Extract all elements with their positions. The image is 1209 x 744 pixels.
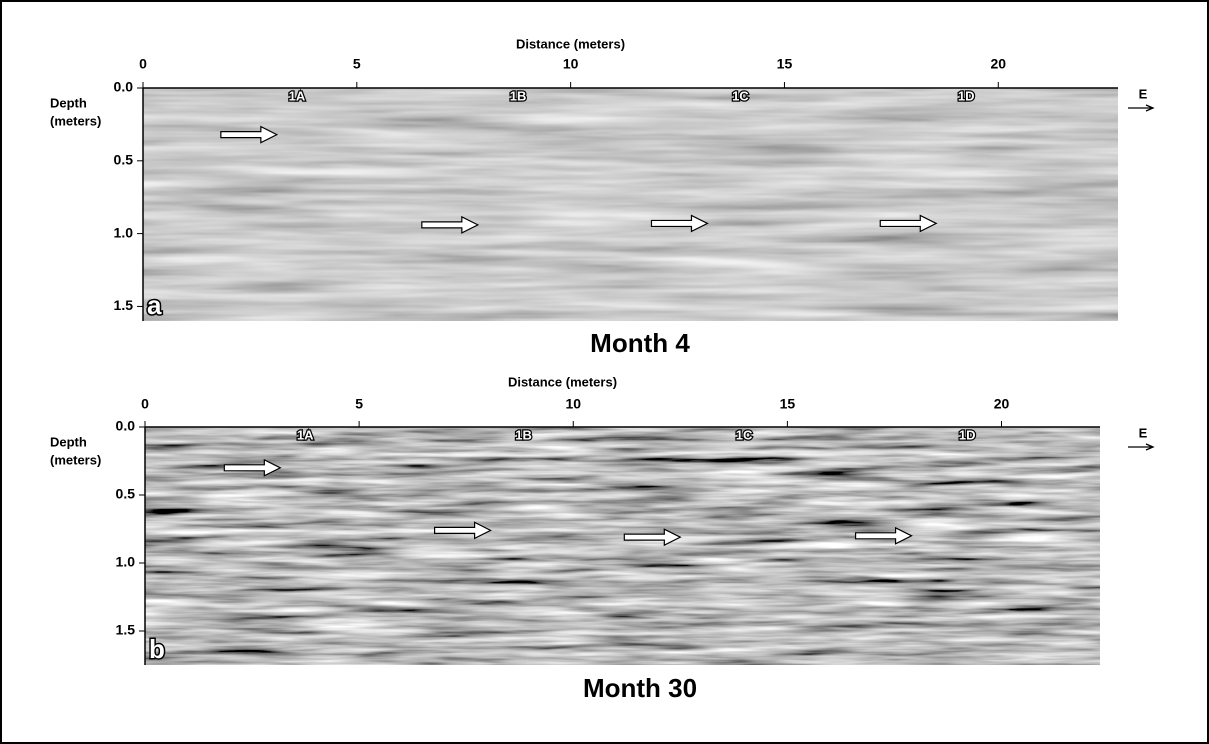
arrow bbox=[879, 214, 938, 233]
y-tick-label: 1.5 bbox=[114, 297, 134, 313]
y-tick-label: 0.5 bbox=[114, 152, 134, 168]
y-tick-label: 0.5 bbox=[116, 486, 136, 502]
y-tick-label: 1.5 bbox=[116, 622, 136, 638]
x-tick-label: 15 bbox=[777, 56, 793, 72]
arrow bbox=[623, 528, 682, 547]
x-tick-label: 20 bbox=[994, 396, 1010, 412]
feature-label: 1A bbox=[289, 88, 306, 103]
x-tick-label: 5 bbox=[353, 56, 361, 72]
x-tick-label: 20 bbox=[990, 56, 1006, 72]
feature-label: 1B bbox=[510, 88, 527, 103]
radargram-image bbox=[143, 88, 1118, 321]
arrow bbox=[433, 521, 492, 540]
feature-label: 1B bbox=[515, 427, 532, 442]
x-tick-label: 10 bbox=[563, 56, 579, 72]
y-tick-label: 1.0 bbox=[114, 224, 134, 240]
direction-arrow bbox=[1128, 443, 1155, 451]
arrow bbox=[223, 458, 282, 477]
direction-arrow bbox=[1128, 104, 1155, 112]
arrow bbox=[854, 526, 913, 545]
feature-label: 1A bbox=[297, 427, 314, 442]
y-axis-label: (meters) bbox=[50, 452, 101, 467]
x-tick-label: 10 bbox=[565, 396, 581, 412]
arrow bbox=[421, 215, 480, 234]
panel-title: Month 30 bbox=[583, 673, 697, 703]
y-axis-label: Depth bbox=[50, 434, 87, 449]
feature-label: 1D bbox=[958, 88, 975, 103]
x-tick-label: 0 bbox=[139, 56, 147, 72]
x-tick-label: 5 bbox=[355, 396, 363, 412]
y-tick-label: 0.0 bbox=[116, 418, 136, 434]
direction-label: E bbox=[1139, 425, 1148, 440]
panel-letter: b bbox=[149, 634, 165, 664]
x-axis-label: Distance (meters) bbox=[516, 36, 625, 51]
y-tick-label: 0.0 bbox=[114, 79, 134, 95]
feature-label: 1C bbox=[732, 88, 749, 103]
x-tick-label: 0 bbox=[141, 396, 149, 412]
feature-label: 1D bbox=[959, 427, 976, 442]
radargram-image bbox=[145, 427, 1100, 665]
panel-letter: a bbox=[147, 290, 162, 320]
arrow bbox=[220, 125, 279, 144]
y-axis-label: Depth bbox=[50, 95, 87, 110]
x-tick-label: 15 bbox=[780, 396, 796, 412]
direction-label: E bbox=[1139, 86, 1148, 101]
y-tick-label: 1.0 bbox=[116, 554, 136, 570]
x-axis-label: Distance (meters) bbox=[508, 374, 617, 389]
feature-label: 1C bbox=[736, 427, 753, 442]
y-axis-label: (meters) bbox=[50, 113, 101, 128]
panel-title: Month 4 bbox=[590, 328, 690, 358]
arrow bbox=[650, 214, 709, 233]
